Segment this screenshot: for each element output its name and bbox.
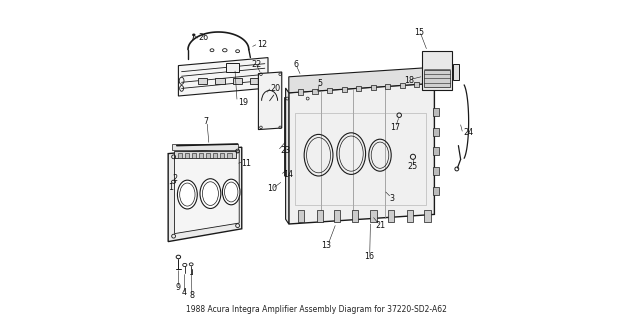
Bar [220, 153, 224, 158]
Text: 4: 4 [181, 288, 186, 297]
Text: 5: 5 [318, 79, 323, 88]
Text: 24: 24 [463, 128, 473, 137]
Bar [250, 78, 260, 84]
Bar [400, 83, 405, 88]
Bar [216, 78, 225, 84]
Bar [424, 210, 431, 222]
Polygon shape [286, 88, 289, 224]
Text: 20: 20 [270, 84, 281, 92]
Polygon shape [289, 83, 434, 224]
Text: 3: 3 [389, 194, 394, 203]
Bar [198, 78, 207, 84]
Bar [422, 51, 452, 90]
Text: 16: 16 [364, 252, 374, 261]
Bar [351, 210, 358, 222]
Text: 21: 21 [375, 221, 385, 230]
Bar [433, 148, 439, 156]
Polygon shape [258, 72, 282, 130]
Bar [174, 151, 236, 158]
Bar [178, 153, 182, 158]
Text: 6: 6 [293, 60, 298, 69]
Text: 13: 13 [321, 241, 331, 250]
Ellipse shape [222, 179, 240, 205]
Bar [192, 153, 197, 158]
Bar [295, 113, 426, 205]
Ellipse shape [192, 34, 195, 36]
Polygon shape [289, 67, 434, 93]
Text: 1988 Acura Integra Amplifier Assembly Diagram for 37220-SD2-A62: 1988 Acura Integra Amplifier Assembly Di… [186, 305, 446, 314]
Bar [286, 133, 307, 146]
Text: 15: 15 [414, 28, 424, 36]
Text: 9: 9 [175, 284, 180, 292]
Bar [433, 167, 439, 175]
Bar [370, 210, 377, 222]
Polygon shape [284, 96, 310, 176]
Bar [356, 86, 362, 91]
Text: 17: 17 [391, 123, 401, 132]
Bar [423, 70, 450, 87]
Text: 1: 1 [168, 183, 173, 192]
Polygon shape [178, 58, 268, 96]
Bar [286, 150, 307, 163]
Bar [206, 153, 210, 158]
Text: 10: 10 [267, 184, 277, 193]
Bar [433, 108, 439, 116]
Text: 22: 22 [252, 60, 262, 68]
Bar [286, 115, 307, 128]
Text: 8: 8 [190, 292, 195, 300]
Bar [386, 84, 391, 89]
Bar [312, 89, 317, 94]
Bar [407, 210, 413, 222]
Text: 18: 18 [404, 76, 415, 84]
Bar [415, 82, 420, 87]
Text: 7: 7 [204, 117, 209, 126]
Bar [334, 210, 341, 222]
Text: 11: 11 [241, 159, 252, 168]
Bar [199, 153, 204, 158]
Text: 14: 14 [283, 170, 293, 179]
Bar [327, 88, 332, 93]
Bar [425, 81, 430, 86]
Text: 19: 19 [238, 98, 248, 107]
Bar [213, 153, 217, 158]
Ellipse shape [178, 180, 197, 209]
Bar [433, 187, 439, 195]
Polygon shape [168, 147, 242, 242]
Text: 23: 23 [280, 146, 290, 155]
Text: 12: 12 [257, 40, 267, 49]
Text: 25: 25 [408, 162, 418, 171]
Bar [298, 210, 304, 222]
Bar [371, 85, 376, 90]
Bar [298, 90, 303, 95]
Bar [341, 87, 347, 92]
Text: 26: 26 [198, 33, 209, 42]
Bar [388, 210, 394, 222]
Bar [172, 144, 238, 150]
Bar [317, 210, 323, 222]
Ellipse shape [200, 179, 221, 209]
Polygon shape [174, 152, 239, 234]
Bar [185, 153, 189, 158]
Bar [233, 78, 243, 84]
Bar [226, 63, 239, 72]
Bar [453, 64, 459, 80]
Bar [227, 153, 231, 158]
Bar [433, 128, 439, 136]
Text: 2: 2 [173, 174, 178, 183]
